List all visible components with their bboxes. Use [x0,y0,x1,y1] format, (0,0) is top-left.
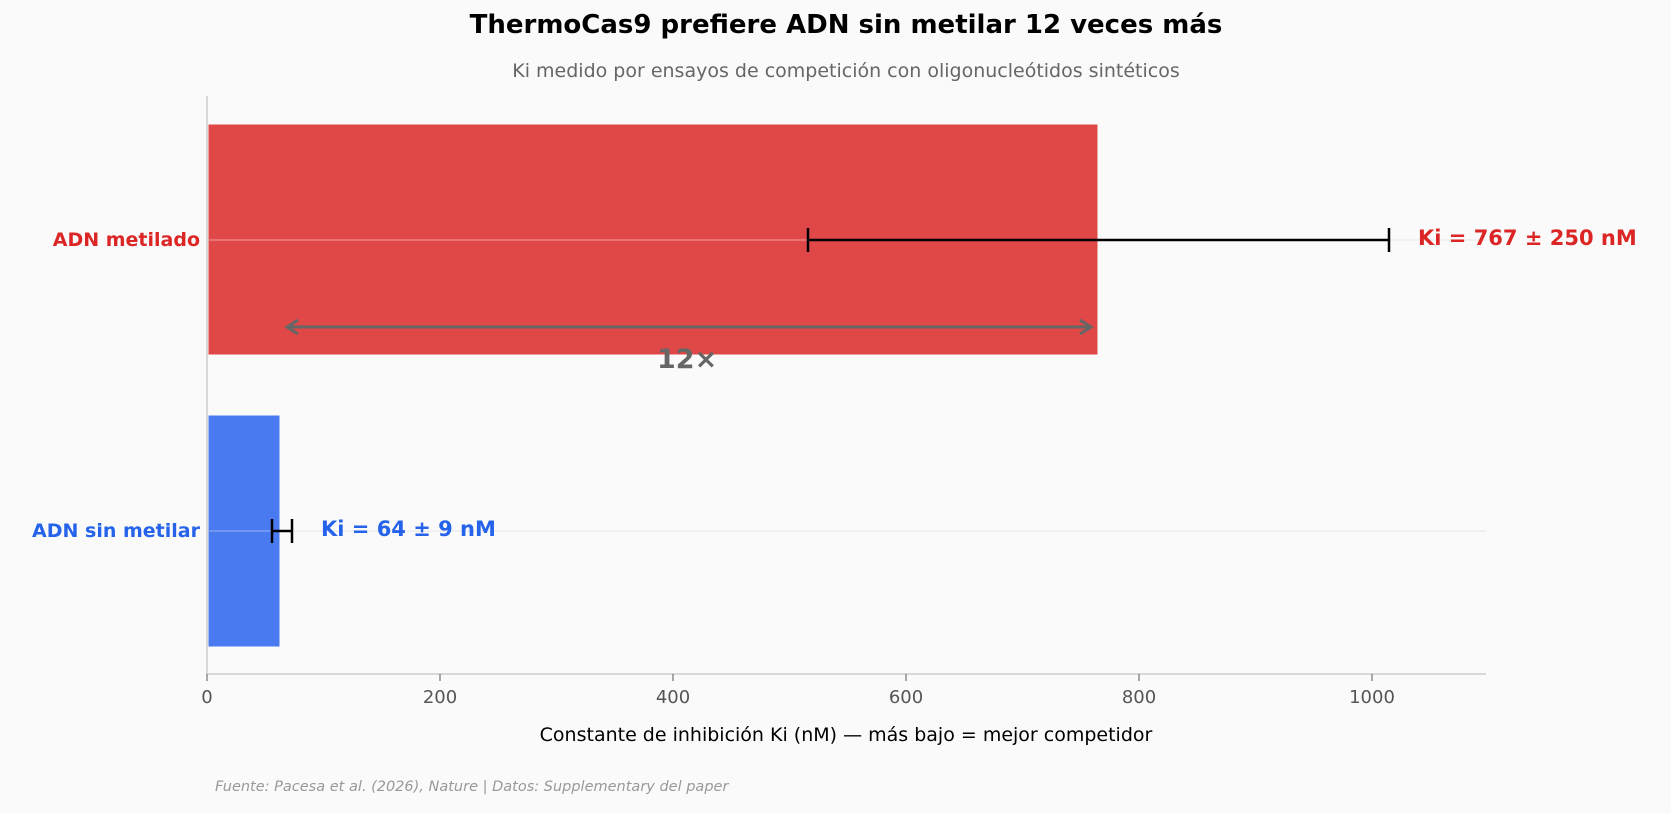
x-tick-label: 0 [201,687,213,708]
x-tick-label: 800 [1121,687,1157,708]
chart-title: ThermoCas9 prefiere ADN sin metilar 12 v… [469,10,1223,40]
error-bar-metilado [806,228,1391,252]
x-tick-label: 400 [655,687,691,708]
error-bar-sin-metilar [270,519,294,543]
chart-subtitle: Ki medido por ensayos de competición con… [512,60,1180,82]
y-label-metilado: ADN metilado [52,229,200,251]
ratio-label: 12× [657,344,718,375]
ratio-double-arrow [284,318,1094,336]
annotation-metilado: Ki = 767 ± 250 nM [1418,226,1637,250]
x-ticks [206,674,1373,681]
x-tick-label: 200 [422,687,458,708]
x-tick-label: 1000 [1349,687,1395,708]
annotation-sin-metilar: Ki = 64 ± 9 nM [321,517,496,541]
y-label-sin-metilar: ADN sin metilar [32,520,200,542]
x-axis-label: Constante de inhibición Ki (nM) — más ba… [539,724,1153,746]
source-note: Fuente: Pacesa et al. (2026), Nature | D… [215,779,729,795]
x-tick-label: 600 [888,687,924,708]
